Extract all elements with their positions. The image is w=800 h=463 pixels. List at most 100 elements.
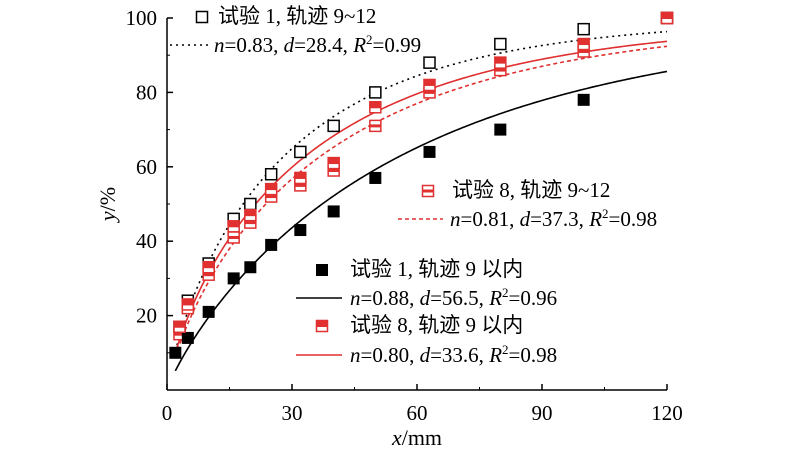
point-s3-4-fill <box>244 209 256 217</box>
point-s3-5 <box>264 182 278 196</box>
legend-marker-1-bar <box>422 189 434 193</box>
point-s0-4 <box>244 197 257 211</box>
point-s0-4-shape <box>244 197 257 211</box>
axes: 0 30 60 90 120 20 40 60 80 100 x/mm y/% <box>95 6 683 450</box>
point-s1-8-bar <box>369 124 381 128</box>
point-s0-5 <box>264 167 278 181</box>
legend-marker-0-shape <box>195 10 209 24</box>
point-s0-10-shape <box>494 37 507 51</box>
point-s3-5-fill <box>265 183 277 191</box>
point-s3-9-fill <box>424 79 435 86</box>
y-axis-title: y/% <box>95 187 120 223</box>
point-s0-9-shape <box>423 56 436 69</box>
point-s2-7 <box>327 205 340 218</box>
point-s1-5-bar <box>265 195 277 199</box>
point-s2-7-shape <box>327 205 340 218</box>
point-s3-10-fill <box>494 57 506 64</box>
point-s2-2-shape <box>202 305 215 318</box>
point-s0-11 <box>577 22 590 36</box>
point-s2-11-shape <box>577 93 590 106</box>
point-s2-9-shape <box>423 145 436 158</box>
point-s0-10 <box>494 37 507 51</box>
fit-curve-1 <box>174 45 668 358</box>
legend-label-0: 试验 1, 轨迹 9~12 <box>218 4 376 28</box>
legend-marker-2 <box>316 264 328 276</box>
point-s3-12-fill <box>661 12 673 19</box>
legend-marker-3 <box>315 319 329 333</box>
point-s1-10-bar <box>494 68 506 72</box>
point-s2-5 <box>265 238 278 251</box>
point-s3-11 <box>577 37 590 51</box>
x-tick-label-1: 30 <box>282 401 303 425</box>
point-s3-11-fill <box>578 38 590 46</box>
y-tick-label-3: 80 <box>136 80 157 104</box>
point-s2-3 <box>227 272 240 285</box>
point-s3-4 <box>244 208 257 222</box>
point-s1-9-bar <box>424 90 435 94</box>
y-tick-label-0: 20 <box>136 304 157 328</box>
legend-label-1: 试验 8, 轨迹 9~12 <box>452 178 610 202</box>
point-s3-1-fill <box>182 298 194 306</box>
point-s1-7-bar <box>328 169 340 173</box>
point-s2-4 <box>244 261 257 274</box>
point-s0-6-shape <box>294 145 307 159</box>
y-tick-label-2: 60 <box>136 155 157 179</box>
point-s3-10 <box>494 56 507 69</box>
point-s1-3-bar <box>228 235 240 239</box>
point-s0-7 <box>327 119 340 133</box>
point-s3-2-fill <box>203 261 215 269</box>
point-s3-7 <box>327 156 340 170</box>
point-s2-6 <box>294 224 307 237</box>
legend-fit-2: n=0.88, d=56.5, R2=0.96 <box>350 285 557 310</box>
point-s0-8 <box>369 86 382 99</box>
point-s2-4-shape <box>244 261 257 274</box>
point-s2-11 <box>577 93 590 106</box>
point-s1-2-bar <box>203 273 215 277</box>
x-tick-label-4: 120 <box>651 401 683 425</box>
point-s2-1-shape <box>181 331 194 344</box>
point-s2-8-shape <box>369 171 382 184</box>
point-s2-10-shape <box>494 123 507 136</box>
point-s3-6-fill <box>294 172 306 179</box>
legend: 试验 1, 轨迹 9~12 n=0.83, d=28.4, R2=0.99 试验 8… <box>170 4 657 367</box>
point-s2-2 <box>202 305 215 318</box>
point-s3-1 <box>181 298 195 311</box>
point-s2-1 <box>181 331 194 344</box>
point-s2-5-shape <box>265 238 278 251</box>
point-s3-3-fill <box>228 220 240 228</box>
point-s2-0 <box>169 346 182 359</box>
point-s3-6 <box>294 171 307 185</box>
point-s2-3-shape <box>227 272 240 285</box>
point-s3-7-fill <box>328 157 340 165</box>
x-tick-label-3: 90 <box>532 401 553 425</box>
legend-marker-2-shape <box>316 264 328 276</box>
legend-fit-1: n=0.81, d=37.3, R2=0.98 <box>450 206 657 231</box>
point-s3-8 <box>369 101 382 114</box>
legend-label-3: 试验 8, 轨迹 9 以内 <box>350 313 523 337</box>
point-s1-11-bar <box>578 49 590 53</box>
point-s3-0 <box>173 320 186 334</box>
point-s0-11-shape <box>577 22 590 36</box>
fit-curve-2 <box>174 70 668 372</box>
point-s3-12 <box>660 11 674 25</box>
point-s3-8-fill <box>369 101 381 109</box>
legend-marker-1 <box>421 184 435 198</box>
point-s1-6-bar <box>294 183 306 187</box>
point-s1-8 <box>369 119 382 133</box>
point-s2-10 <box>494 123 507 136</box>
point-s0-6 <box>294 145 307 159</box>
legend-label-2: 试验 1, 轨迹 9 以内 <box>350 257 523 281</box>
point-s1-3 <box>227 231 240 244</box>
legend-marker-3-fill <box>316 320 328 327</box>
x-tick-label-2: 60 <box>407 401 428 425</box>
y-tick-label-4: 100 <box>126 6 158 30</box>
fit-curve-0 <box>174 30 668 352</box>
point-s3-9 <box>423 78 436 92</box>
point-s2-8 <box>369 171 382 184</box>
point-s0-9 <box>423 56 436 69</box>
x-axis-title: x/mm <box>391 425 442 450</box>
legend-marker-0 <box>195 10 209 24</box>
legend-fit-3: n=0.80, d=33.6, R2=0.98 <box>350 342 557 367</box>
point-s1-4-bar <box>244 221 256 225</box>
point-s3-3 <box>227 220 240 233</box>
